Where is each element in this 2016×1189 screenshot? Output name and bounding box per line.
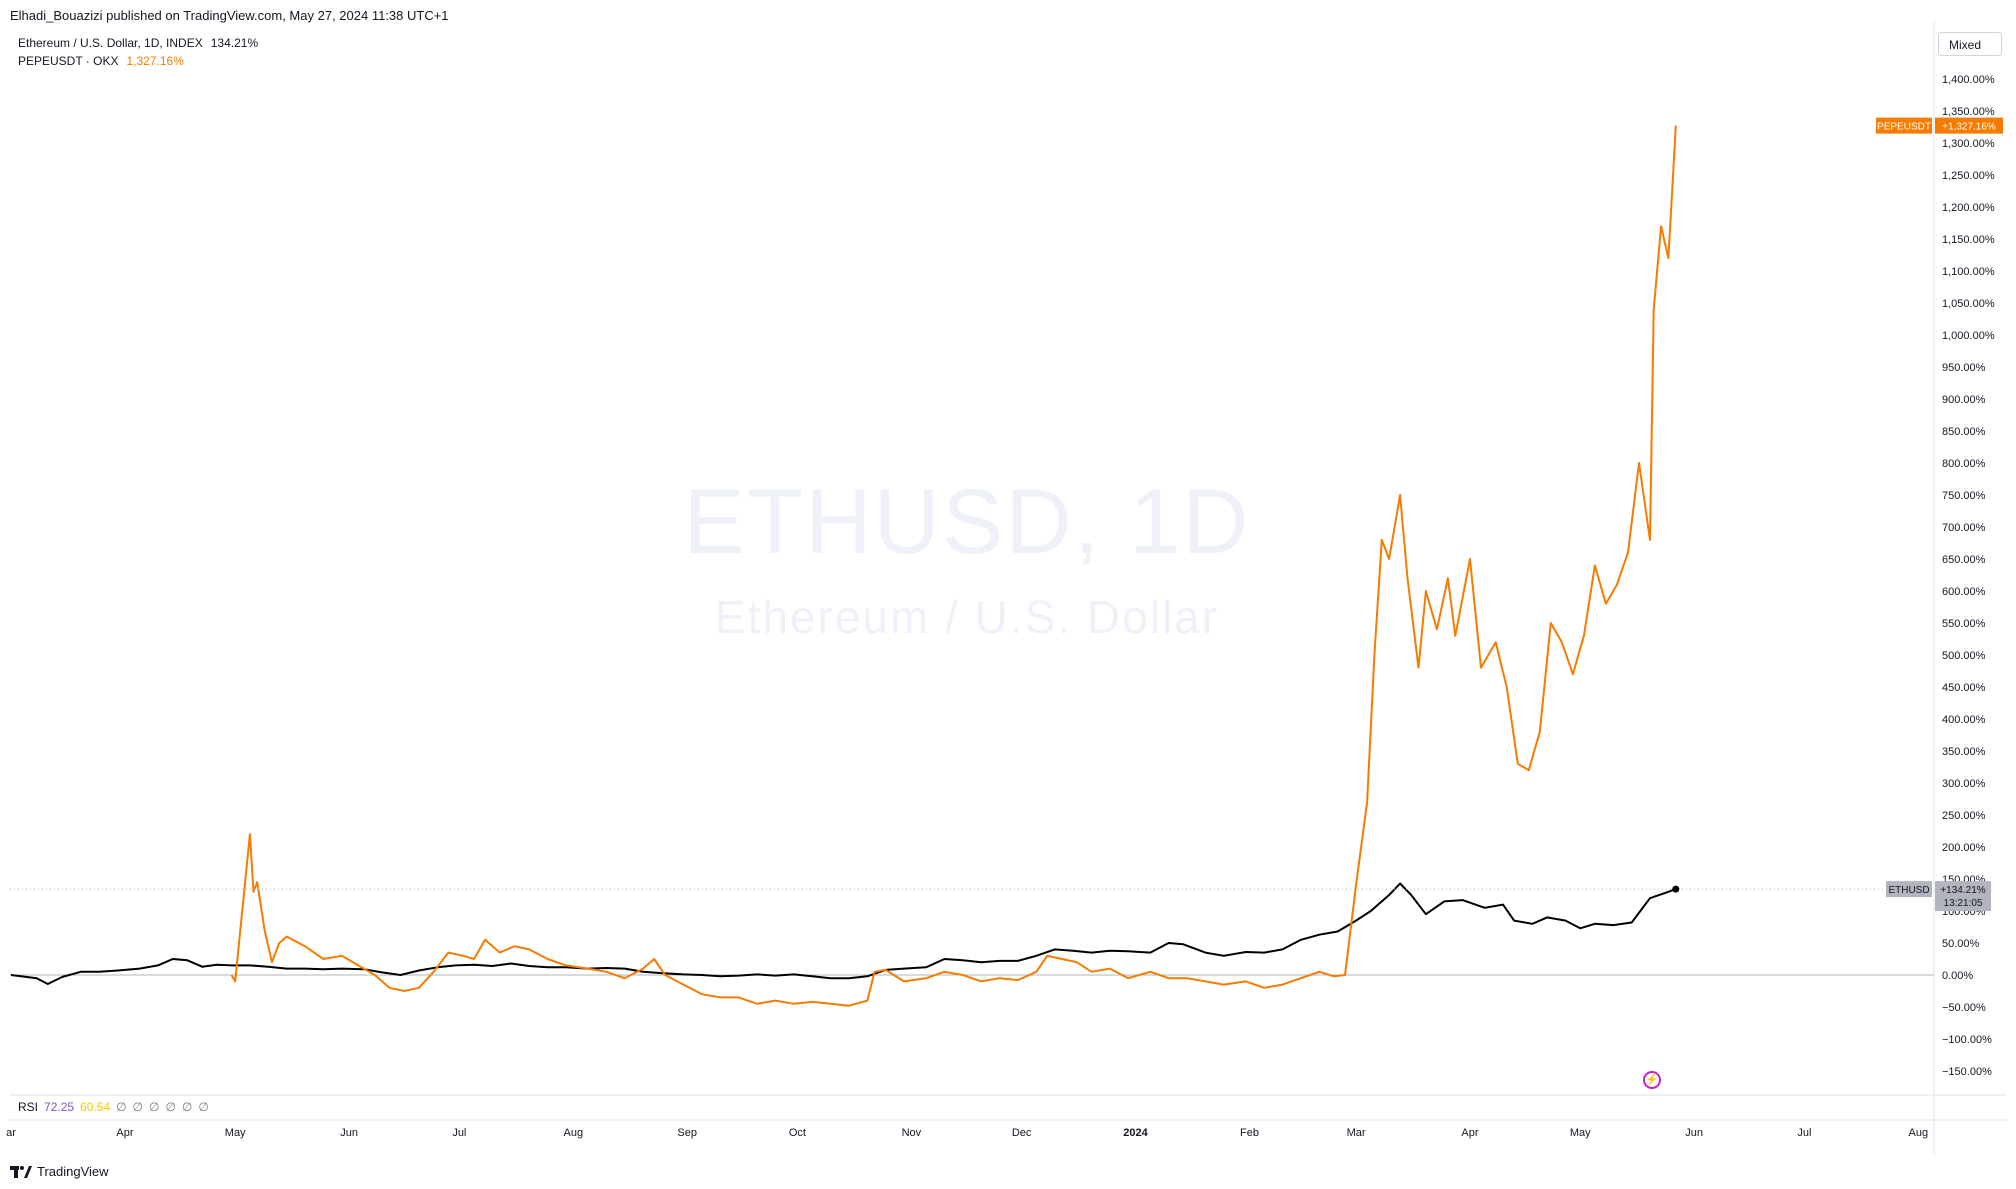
y-tick-label: 1,400.00% [1942, 74, 1995, 86]
pepe-name-badge-text: PEPEUSDT [1877, 122, 1931, 133]
rsi-legend[interactable]: RSI 72.25 60.54 ∅ ∅ ∅ ∅ ∅ ∅ [18, 1100, 209, 1114]
y-tick-label: 1,300.00% [1942, 138, 1995, 150]
rsi-empty-4: ∅ [165, 1100, 176, 1114]
y-tick-label: 1,250.00% [1942, 170, 1995, 182]
series-line-pepeusdt [230, 125, 1677, 1007]
y-tick-label: 300.00% [1942, 778, 1986, 790]
y-tick-label: 700.00% [1942, 522, 1986, 534]
y-tick-label: 350.00% [1942, 746, 1986, 758]
y-tick-label: −50.00% [1942, 1002, 1986, 1014]
pepe-name-badge [1876, 117, 1932, 134]
x-tick-label: Jun [1685, 1127, 1703, 1139]
x-tick-label: Apr [116, 1127, 133, 1139]
eth-name-badge [1886, 881, 1932, 898]
rsi-label: RSI [18, 1100, 39, 1114]
x-tick-label: Jul [452, 1127, 466, 1139]
y-tick-label: 500.00% [1942, 650, 1986, 662]
y-tick-label: 200.00% [1942, 842, 1986, 854]
y-tick-label: 800.00% [1942, 458, 1986, 470]
watermark-name: Ethereum / U.S. Dollar [714, 591, 1220, 643]
y-tick-label: 250.00% [1942, 810, 1986, 822]
y-tick-label: 400.00% [1942, 714, 1986, 726]
x-tick-label: Oct [789, 1127, 806, 1139]
legend-row-eth[interactable]: Ethereum / U.S. Dollar, 1D, INDEX 134.21… [18, 34, 258, 52]
x-tick-label: 2024 [1123, 1127, 1148, 1139]
rsi-empty-1: ∅ [116, 1100, 127, 1114]
x-tick-label: Aug [1909, 1127, 1929, 1139]
series-legend: Ethereum / U.S. Dollar, 1D, INDEX 134.21… [18, 34, 258, 70]
x-tick-label: Aug [563, 1127, 583, 1139]
legend-pepe-value: 1,327.16% [126, 54, 184, 68]
y-tick-label: 0.00% [1942, 970, 1973, 982]
eth-countdown-text: 13:21:05 [1944, 898, 1983, 909]
series-line-ethusd [10, 882, 1677, 985]
y-tick-label: 1,000.00% [1942, 330, 1995, 342]
y-tick-label: 450.00% [1942, 682, 1986, 694]
x-tick-label: ar [6, 1127, 16, 1139]
y-tick-label: 1,200.00% [1942, 202, 1995, 214]
eth-last-point [1672, 885, 1680, 893]
legend-row-pepe[interactable]: PEPEUSDT · OKX 1,327.16% [18, 52, 258, 70]
rsi-empty-5: ∅ [181, 1100, 193, 1114]
scale-mode-button[interactable]: Mixed [1938, 32, 2002, 56]
eth-value-badge [1935, 881, 1991, 912]
x-tick-label: Nov [902, 1127, 922, 1139]
x-tick-label: Jul [1797, 1127, 1811, 1139]
y-tick-label: 600.00% [1942, 586, 1986, 598]
rsi-value-2: 60.54 [80, 1100, 111, 1114]
x-tick-label: Jun [340, 1127, 358, 1139]
y-tick-label: 50.00% [1942, 938, 1980, 950]
legend-pepe-name: PEPEUSDT · OKX [18, 54, 119, 68]
y-tick-label: 550.00% [1942, 618, 1986, 630]
footer-brand[interactable]: TradingView [10, 1164, 109, 1179]
pepe-value-badge-text: +1,327.16% [1942, 122, 1996, 133]
y-tick-label: −100.00% [1942, 1034, 1992, 1046]
y-tick-label: 1,150.00% [1942, 234, 1995, 246]
y-tick-label: −150.00% [1942, 1066, 1992, 1078]
eth-name-badge-text: ETHUSD [1888, 885, 1929, 896]
pepe-value-badge [1935, 117, 2003, 134]
rsi-empty-2: ∅ [132, 1100, 143, 1114]
y-tick-label: 1,350.00% [1942, 106, 1995, 118]
published-header: Elhadi_Bouazizi published on TradingView… [10, 8, 449, 23]
x-tick-label: Dec [1012, 1127, 1032, 1139]
rsi-empty-3: ∅ [148, 1100, 160, 1114]
x-tick-label: Apr [1461, 1127, 1478, 1139]
legend-eth-name: Ethereum / U.S. Dollar, 1D, INDEX [18, 36, 203, 50]
tradingview-logo-icon [10, 1165, 32, 1178]
y-tick-label: 650.00% [1942, 554, 1986, 566]
x-tick-label: May [225, 1127, 246, 1139]
y-tick-label: 1,050.00% [1942, 298, 1995, 310]
x-tick-label: Mar [1347, 1127, 1366, 1139]
footer-brand-label: TradingView [37, 1164, 109, 1179]
y-tick-label: 900.00% [1942, 394, 1986, 406]
y-tick-label: 1,100.00% [1942, 266, 1995, 278]
y-tick-label: 850.00% [1942, 426, 1986, 438]
legend-eth-value: 134.21% [210, 36, 259, 50]
x-tick-label: May [1570, 1127, 1591, 1139]
y-tick-label: 750.00% [1942, 490, 1986, 502]
rsi-empty-6: ∅ [198, 1100, 209, 1114]
lightning-icon[interactable]: ⚡ [1643, 1071, 1661, 1089]
y-tick-label: 950.00% [1942, 362, 1986, 374]
rsi-value-1: 72.25 [44, 1100, 75, 1114]
x-tick-label: Sep [677, 1127, 697, 1139]
x-tick-label: Feb [1240, 1127, 1259, 1139]
watermark-symbol: ETHUSD, 1D [683, 471, 1251, 573]
eth-value-badge-text: +134.21% [1940, 885, 1985, 896]
